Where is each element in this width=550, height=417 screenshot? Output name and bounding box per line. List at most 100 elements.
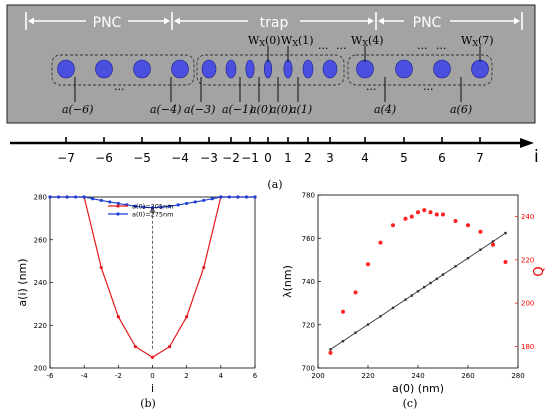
series-point-1 (82, 195, 86, 199)
hole (322, 59, 338, 79)
period-label: a(−1) (222, 103, 253, 116)
series-point-1 (244, 195, 249, 199)
region-markers (25, 12, 523, 30)
period-label: a(0) (270, 103, 292, 116)
lambda-point (441, 273, 445, 276)
ellipsis: ··· (366, 83, 377, 96)
series-point-1 (65, 195, 69, 199)
series-point-1 (142, 205, 146, 209)
series-point-1 (227, 195, 231, 199)
x-tick-label: -4 (81, 372, 89, 380)
lambda-point (354, 331, 357, 334)
period-labels: a(−6) a(−4) a(−3) a(−1) a(0) a(0) a(1) a… (62, 103, 472, 116)
index-tick-label: 6 (438, 151, 446, 165)
ellipsis: ··· (417, 42, 428, 55)
y-tick-label: 220 (34, 322, 47, 330)
q-point (422, 208, 427, 213)
region-label-center: trap (260, 15, 289, 31)
hole (263, 59, 273, 79)
y-tick-label: 260 (34, 236, 47, 244)
lambda-point (404, 298, 407, 301)
period-label: a(4) (374, 103, 396, 116)
series-point-1 (91, 197, 95, 201)
lambda-point (423, 285, 426, 289)
index-tick-label: −7 (57, 151, 75, 165)
ellipsis: ··· (436, 42, 447, 55)
panel-c-chart: 200 220 240 260 280 700 720 740 760 780 180 200 220 2… (281, 192, 547, 396)
series-point-0 (99, 265, 103, 270)
y-axis-label-left: λ(nm) (281, 265, 294, 298)
series-point-0 (150, 355, 155, 359)
q-point (403, 216, 408, 221)
y-axis-label: a(i) (nm) (16, 258, 29, 306)
series-point-1 (210, 197, 214, 201)
width-ticks (267, 46, 481, 62)
x-tick-label: 200 (311, 372, 324, 380)
index-tick-label: 7 (476, 151, 484, 165)
series-point-1 (219, 195, 223, 199)
y-axis-label-right: Q (532, 266, 547, 276)
x-tick-label: -2 (115, 372, 122, 380)
series-point-1 (185, 201, 189, 206)
y-tick-label: 200 (34, 365, 47, 373)
index-tick-label: −3 (200, 151, 218, 165)
series-point-0 (202, 265, 206, 270)
x-axis-label: a(0) (nm) (392, 382, 444, 395)
q-point (491, 242, 495, 247)
index-tick-label: 1 (284, 151, 292, 165)
q-point (466, 223, 470, 228)
legend-entry: a(0)=275nm (132, 211, 174, 219)
lambda-point (454, 265, 457, 268)
lambda-point (504, 231, 507, 235)
q-point (328, 350, 333, 355)
period-label: a(−4) (150, 103, 181, 116)
lambda-point (479, 248, 482, 251)
series-point-1 (74, 195, 78, 199)
ellipsis: ··· (423, 83, 434, 96)
index-axis-arrowhead (520, 138, 534, 148)
x-tick-label: 220 (361, 372, 374, 380)
group-center (196, 54, 345, 86)
x-axis-label: i (151, 382, 154, 395)
hole (245, 59, 255, 79)
index-tick-label: −6 (95, 151, 113, 165)
lambda-point (341, 339, 345, 343)
series-point-1 (159, 205, 163, 209)
hole (57, 59, 75, 79)
y-tick-label-right: 180 (521, 343, 534, 351)
region-label-right: PNC (413, 15, 442, 31)
region-label-left: PNC (93, 15, 122, 31)
hole (171, 59, 189, 79)
plot-frame (317, 194, 519, 369)
group-left (51, 54, 195, 86)
hole (133, 59, 151, 79)
lambda-point (416, 290, 420, 293)
y-tick-label-left: 720 (302, 321, 315, 329)
hole (356, 59, 374, 79)
period-label: a(0) (250, 103, 272, 116)
index-tick-label: 5 (400, 151, 408, 165)
index-tick-label: 3 (326, 151, 334, 165)
x-tick-label: 6 (253, 372, 258, 380)
legend-marker (116, 204, 120, 208)
y-tick-label-right: 220 (521, 256, 534, 264)
y-tick-label-left: 740 (302, 278, 315, 286)
hole (201, 59, 217, 79)
lambda-point (466, 256, 470, 260)
q-point (366, 262, 370, 267)
hole (302, 59, 314, 79)
lambda-line (330, 232, 506, 350)
series-point-0 (116, 315, 120, 319)
hole (95, 59, 113, 79)
series-point-1 (167, 204, 172, 208)
index-tick-label: 4 (361, 151, 369, 165)
series-point-1 (150, 206, 155, 210)
q-point (353, 290, 358, 295)
series-point-0 (133, 345, 138, 349)
series-point-1 (56, 195, 61, 199)
panel-b-chart: -6 -4 -2 0 2 4 6 200 220 240 260 280 i a(i) (nm) a(0)=… (16, 194, 258, 396)
series-point-1 (193, 200, 197, 204)
lambda-point (329, 348, 332, 351)
hole (471, 59, 489, 79)
period-label: a(−3) (184, 103, 215, 116)
